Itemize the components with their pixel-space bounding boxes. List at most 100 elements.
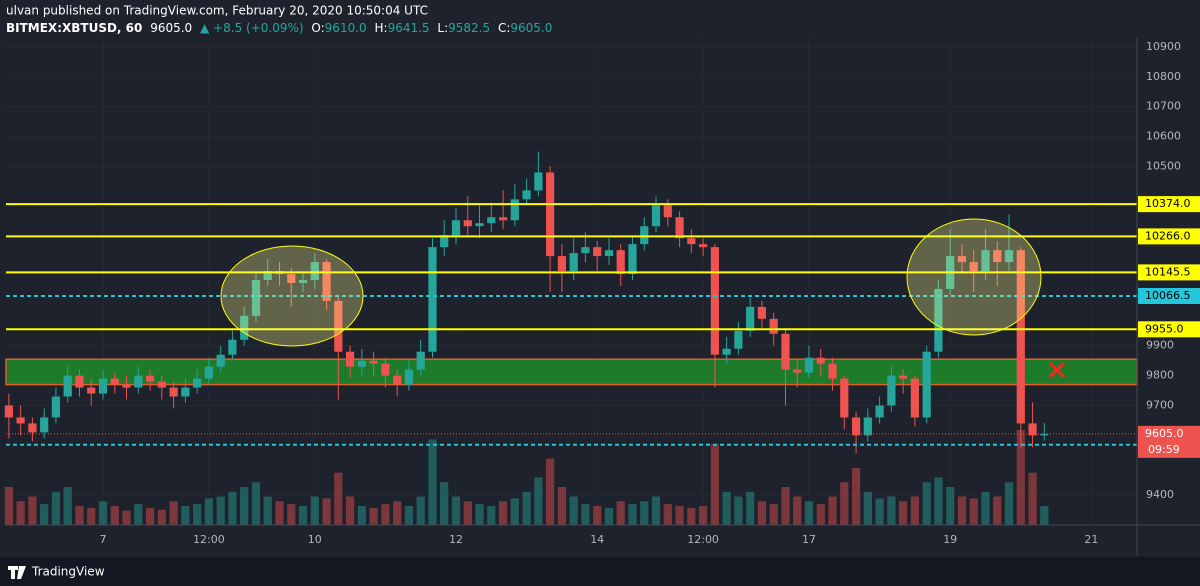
candle-body bbox=[51, 396, 61, 418]
volume-bar bbox=[981, 491, 990, 525]
volume-bar bbox=[522, 491, 531, 525]
volume-bar bbox=[298, 506, 308, 525]
y-tick-label: 10600 bbox=[1146, 130, 1181, 143]
candle-body bbox=[793, 369, 802, 373]
candle-body bbox=[16, 417, 25, 424]
logo bbox=[8, 566, 26, 579]
candle-body bbox=[1028, 423, 1037, 436]
candle-body bbox=[687, 238, 696, 245]
volume-bar bbox=[169, 501, 178, 525]
x-tick-label: 12 bbox=[449, 533, 463, 546]
volume-bar bbox=[604, 507, 614, 525]
candle-body bbox=[228, 339, 237, 355]
volume-bar bbox=[1004, 482, 1014, 525]
candle-body bbox=[169, 387, 178, 397]
level-tag bbox=[1138, 287, 1200, 304]
volume-bar bbox=[769, 504, 778, 525]
candle-body bbox=[851, 417, 861, 436]
candle-body bbox=[110, 378, 119, 385]
candle-body bbox=[393, 375, 402, 385]
candle-body bbox=[698, 244, 708, 248]
volume-bar bbox=[498, 501, 508, 525]
brand: TradingView bbox=[31, 565, 105, 579]
candle-body bbox=[322, 262, 331, 301]
volume-bar bbox=[381, 504, 390, 525]
candle-body bbox=[863, 417, 872, 436]
candle-body bbox=[804, 357, 814, 373]
candle-body bbox=[781, 333, 790, 370]
volume-bar bbox=[204, 498, 214, 525]
candle-body bbox=[604, 250, 614, 257]
candle-body bbox=[181, 387, 190, 397]
volume-bar bbox=[957, 496, 967, 525]
volume-bar bbox=[875, 498, 884, 525]
candle-body bbox=[722, 348, 731, 355]
level-tag bbox=[1138, 228, 1200, 245]
candle-body bbox=[216, 354, 225, 367]
volume-bar bbox=[122, 510, 131, 525]
volume-bar bbox=[440, 482, 449, 525]
candle-body bbox=[663, 205, 672, 218]
candle-body bbox=[569, 253, 578, 272]
volume-bar bbox=[275, 501, 284, 525]
level-tag bbox=[1138, 264, 1200, 281]
candle-body bbox=[75, 375, 84, 388]
candle-body bbox=[416, 351, 425, 370]
candle-body bbox=[334, 300, 343, 352]
candle-body bbox=[204, 366, 214, 379]
candle-body bbox=[98, 378, 108, 394]
volume-bar bbox=[428, 439, 437, 525]
volume-bar bbox=[546, 458, 555, 525]
x-tick-label: 17 bbox=[802, 533, 816, 546]
candle-body bbox=[710, 247, 719, 355]
published-line: ulvan published on TradingView.com, Febr… bbox=[6, 4, 428, 18]
ohlc-label: L: bbox=[437, 21, 448, 35]
cross-mark bbox=[1048, 361, 1066, 379]
ohlc-value: 9641.5 bbox=[388, 21, 430, 35]
volume-bar bbox=[651, 496, 661, 525]
volume-bar bbox=[934, 477, 943, 525]
change: ▲ +8.5 (+0.09%) bbox=[200, 21, 304, 35]
volume-bar bbox=[228, 491, 237, 525]
candle-body bbox=[251, 280, 261, 316]
level-label: 10066.5 bbox=[1145, 289, 1191, 302]
candle-body bbox=[40, 417, 49, 433]
candle-body bbox=[957, 256, 967, 263]
volume-bar bbox=[40, 504, 49, 525]
candle-body bbox=[546, 172, 555, 257]
candle-body bbox=[757, 306, 767, 319]
candle-body bbox=[557, 256, 567, 272]
volume-bar bbox=[310, 496, 319, 525]
candle-body bbox=[1004, 250, 1014, 263]
candle-body bbox=[910, 378, 919, 418]
candle-body bbox=[534, 172, 543, 191]
x-tick-label: 19 bbox=[943, 533, 957, 546]
volume-bar bbox=[475, 504, 484, 525]
volume-bar bbox=[451, 496, 461, 525]
y-tick-label: 10900 bbox=[1146, 40, 1181, 53]
candle-body bbox=[522, 190, 531, 200]
candle-body bbox=[1016, 250, 1025, 424]
level-label: 9955.0 bbox=[1145, 322, 1184, 335]
y-tick-label: 9700 bbox=[1146, 398, 1174, 411]
volume-bar bbox=[369, 507, 378, 525]
candle-body bbox=[369, 360, 378, 364]
volume-bar bbox=[899, 501, 908, 525]
candle-body bbox=[969, 262, 978, 272]
y-tick-label: 10800 bbox=[1146, 70, 1181, 83]
volume-bar bbox=[181, 506, 190, 525]
candle-body bbox=[581, 247, 590, 254]
volume-bar bbox=[393, 501, 402, 525]
volume-bar bbox=[675, 506, 684, 525]
candle-body bbox=[487, 217, 496, 224]
volume-bar bbox=[887, 496, 896, 525]
symbol: BITMEX:XBTUSD, 60 bbox=[6, 21, 142, 35]
candle-body bbox=[134, 375, 143, 388]
ohlc-label: O: bbox=[311, 21, 324, 35]
volume-bar bbox=[487, 506, 496, 525]
volume-bar bbox=[463, 501, 472, 525]
volume-bar bbox=[828, 496, 837, 525]
candle-body bbox=[981, 250, 990, 272]
volume-bar bbox=[110, 506, 119, 525]
